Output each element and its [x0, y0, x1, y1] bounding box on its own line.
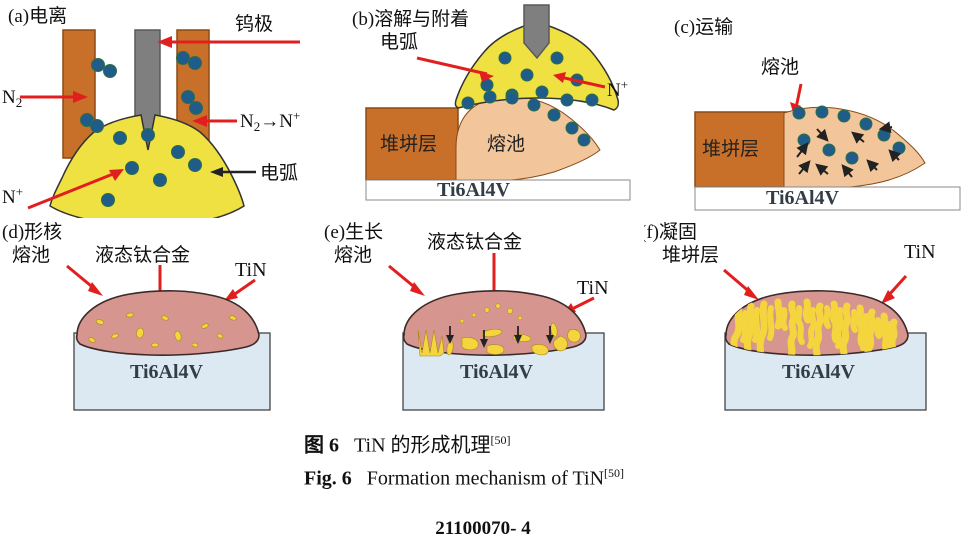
svg-text:电弧: 电弧: [260, 162, 298, 184]
svg-text:Ti6Al4V: Ti6Al4V: [130, 361, 204, 383]
svg-text:堆垪层: 堆垪层: [380, 133, 437, 155]
svg-text:(a)电离: (a)电离: [8, 5, 67, 27]
svg-text:堆垪层: 堆垪层: [702, 138, 759, 160]
svg-text:N2: N2: [2, 87, 22, 110]
svg-text:(c)运输: (c)运输: [674, 16, 733, 38]
svg-text:Ti6Al4V: Ti6Al4V: [437, 179, 511, 201]
svg-text:熔池: 熔池: [761, 56, 799, 78]
svg-text:(f)凝固: (f)凝固: [644, 221, 697, 243]
svg-text:熔池: 熔池: [12, 244, 50, 266]
svg-text:TiN: TiN: [235, 259, 267, 281]
svg-text:Ti6Al4V: Ti6Al4V: [782, 361, 856, 383]
svg-text:Ti6Al4V: Ti6Al4V: [460, 361, 534, 383]
svg-text:液态钛合金: 液态钛合金: [427, 231, 522, 253]
svg-text:TiN: TiN: [904, 241, 936, 263]
svg-text:熔池: 熔池: [334, 244, 372, 266]
svg-text:N+: N+: [2, 184, 23, 208]
svg-text:(e)生长: (e)生长: [324, 221, 383, 243]
svg-text:N2→N+: N2→N+: [240, 108, 300, 134]
svg-text:N+: N+: [607, 77, 628, 101]
svg-text:液态钛合金: 液态钛合金: [95, 244, 190, 266]
svg-text:Ti6Al4V: Ti6Al4V: [766, 187, 840, 209]
svg-text:电弧: 电弧: [380, 31, 418, 53]
svg-text:堆垪层: 堆垪层: [662, 244, 719, 266]
svg-text:熔池: 熔池: [487, 133, 525, 155]
svg-text:钨极: 钨极: [235, 13, 273, 35]
svg-text:(d)形核: (d)形核: [2, 221, 62, 243]
svg-text:(b)溶解与附着: (b)溶解与附着: [352, 8, 469, 30]
svg-text:TiN: TiN: [577, 277, 609, 299]
